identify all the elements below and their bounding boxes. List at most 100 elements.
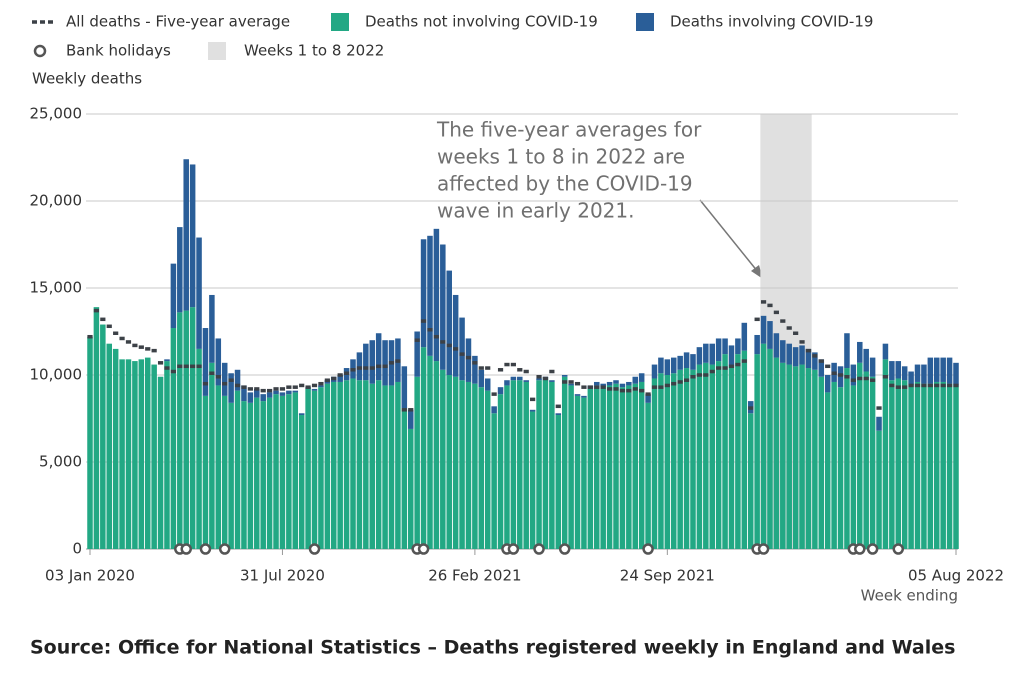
bar xyxy=(857,341,863,363)
bar xyxy=(568,383,574,386)
bar xyxy=(632,383,639,549)
bar xyxy=(183,310,189,549)
bar xyxy=(292,390,299,393)
bar xyxy=(844,333,850,369)
bar xyxy=(619,383,626,388)
bar xyxy=(446,375,452,549)
bank-holiday-marker xyxy=(417,543,430,555)
bar xyxy=(696,347,703,365)
bar xyxy=(594,385,600,549)
bank-holiday-marker xyxy=(642,543,654,555)
bar xyxy=(863,348,869,372)
bar xyxy=(658,373,664,549)
bar xyxy=(735,338,741,355)
bar xyxy=(472,355,478,384)
bar xyxy=(555,413,562,416)
bar xyxy=(151,364,157,549)
bar xyxy=(792,347,799,367)
bar xyxy=(523,380,529,382)
bar xyxy=(382,340,388,386)
bar xyxy=(472,383,478,549)
bar xyxy=(132,361,138,549)
bar xyxy=(914,364,921,382)
bar xyxy=(228,373,234,403)
bar xyxy=(780,362,786,549)
bar xyxy=(433,228,440,362)
bar xyxy=(241,401,247,549)
bar xyxy=(664,375,671,549)
bar xyxy=(645,402,651,549)
bar xyxy=(189,307,196,549)
bar xyxy=(215,385,222,549)
bar xyxy=(478,369,485,388)
bar xyxy=(587,388,594,549)
bar xyxy=(767,348,773,549)
bar xyxy=(440,369,446,549)
bar xyxy=(805,348,812,369)
bar xyxy=(690,369,696,549)
bar xyxy=(914,381,921,549)
bar xyxy=(933,381,940,549)
bar xyxy=(703,343,709,363)
bar xyxy=(324,383,331,549)
bar xyxy=(260,394,266,402)
bar xyxy=(946,383,953,549)
bar xyxy=(658,357,664,374)
bar xyxy=(260,401,266,549)
bar xyxy=(921,364,927,384)
bar xyxy=(382,385,388,549)
bar xyxy=(497,394,504,549)
bar xyxy=(741,322,748,351)
legend-label: Deaths involving COVID-19 xyxy=(670,13,873,31)
bar xyxy=(818,376,825,549)
x-tick-label: 31 Jul 2020 xyxy=(240,567,325,585)
bar xyxy=(889,361,895,381)
bar xyxy=(523,381,529,549)
bar xyxy=(767,321,773,349)
bar xyxy=(350,378,356,549)
bar xyxy=(709,343,715,365)
bar xyxy=(241,385,247,402)
source: Source: Office for National Statistics –… xyxy=(30,637,955,659)
bar xyxy=(799,345,805,365)
bar xyxy=(93,307,100,549)
bar xyxy=(715,338,722,362)
y-tick-label: 20,000 xyxy=(30,192,83,210)
bar xyxy=(427,355,433,549)
bar xyxy=(510,380,517,549)
bar xyxy=(895,378,902,549)
y-tick-label: 10,000 xyxy=(30,366,83,384)
bar xyxy=(696,364,703,549)
bank-holiday-marker xyxy=(533,543,545,555)
bank-holiday-marker xyxy=(507,543,520,555)
bar xyxy=(728,366,735,549)
x-tick-label: 03 Jan 2020 xyxy=(45,567,135,585)
bar xyxy=(119,359,125,549)
bar xyxy=(651,378,658,549)
legend-label: Weeks 1 to 8 2022 xyxy=(244,42,384,60)
bar xyxy=(857,362,863,549)
bar xyxy=(112,348,119,549)
bar xyxy=(606,381,613,386)
bar xyxy=(452,294,459,377)
bar xyxy=(536,380,542,549)
bar xyxy=(921,383,927,549)
bar xyxy=(407,428,414,549)
bar xyxy=(196,348,202,549)
bar xyxy=(690,354,696,370)
bar xyxy=(337,375,343,382)
bar xyxy=(561,375,568,377)
bar xyxy=(484,378,491,391)
bar xyxy=(754,334,760,355)
bank-holiday-marker xyxy=(854,543,866,555)
bar xyxy=(773,333,780,358)
bar xyxy=(837,387,844,549)
y-tick-label: 0 xyxy=(72,540,82,558)
bar xyxy=(234,369,241,391)
bar xyxy=(760,315,767,344)
bar xyxy=(164,361,170,549)
bar xyxy=(420,239,427,348)
bar xyxy=(901,366,908,381)
bar xyxy=(164,359,170,362)
bar xyxy=(465,338,472,382)
